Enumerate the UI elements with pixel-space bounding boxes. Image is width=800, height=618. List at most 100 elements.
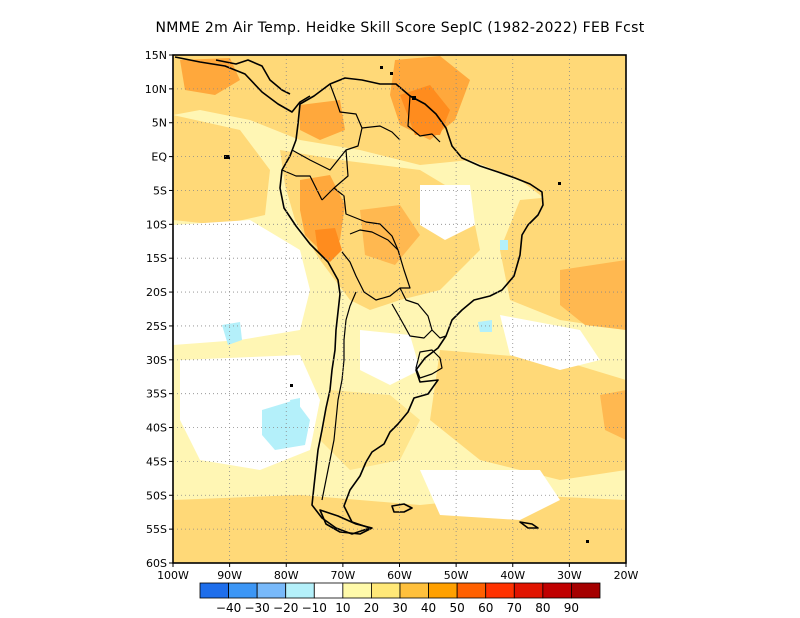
colorbar-label: 10: [335, 601, 350, 615]
colorbar-label: −20: [273, 601, 298, 615]
tierra-del-fuego: [319, 509, 373, 535]
colorbar-labels: −40 −30 −20 −10 10 20 30 40 50 60 70 80 90: [216, 601, 579, 615]
colorbar-swatch: [513, 582, 544, 599]
lat-tick-label: 35S: [146, 388, 167, 401]
colorbar-swatch: [199, 582, 229, 599]
lon-tick-label: 30W: [557, 569, 582, 582]
colorbar-swatch: [571, 582, 601, 599]
lat-tick-label: 25S: [146, 320, 167, 333]
border-guianas: [407, 95, 441, 143]
lon-tick-label: 90W: [217, 569, 242, 582]
lat-tick-label: 60S: [146, 557, 167, 570]
border-uruguay: [415, 349, 443, 379]
colorbar-swatch: [285, 582, 315, 599]
central-america-caribbean: [215, 59, 291, 95]
colorbar-swatch: [399, 582, 429, 599]
lat-tick-label: 15N: [145, 49, 167, 62]
blue-pacific-2: [222, 322, 242, 345]
border-peru-brazil: [333, 187, 399, 251]
colorbar-swatch: [371, 582, 401, 599]
shade-colombia-core: [300, 100, 345, 140]
colorbar-label: −10: [302, 601, 327, 615]
shade-south-atlantic: [430, 350, 626, 480]
shade-east-core: [560, 260, 626, 330]
lon-tick-label: 20W: [614, 569, 639, 582]
colorbar-swatch: [342, 582, 372, 599]
shade-nw-corner: [180, 58, 240, 95]
lat-tick-label: 30S: [146, 354, 167, 367]
lon-tick-label: 40W: [500, 569, 525, 582]
colorbar-label: 70: [507, 601, 522, 615]
colorbar: [199, 582, 601, 599]
border-ecuador: [281, 169, 323, 201]
colorbar-label: 80: [535, 601, 550, 615]
latitude-labels: 15N 10N 5N EQ 5S 10S 15S 20S 25S 30S 35S 40S 45S 50S 5…: [145, 49, 168, 570]
lat-tick-label: 55S: [146, 523, 167, 536]
border-colombia-venezuela: [329, 83, 363, 151]
lon-tick-label: 70W: [330, 569, 355, 582]
lat-tick-label: 10N: [145, 83, 167, 96]
falkland-islands: [391, 503, 413, 513]
lat-tick-label: 20S: [146, 286, 167, 299]
island-caribbean-1: [380, 66, 383, 69]
colorbar-swatch: [485, 582, 515, 599]
colorbar-swatch: [313, 582, 344, 599]
island-pacific-1: [290, 384, 293, 387]
white-south-atlantic: [500, 315, 600, 370]
central-america-coast: [174, 56, 311, 113]
colorbar-swatch: [542, 582, 572, 599]
colorbar-swatch: [456, 582, 487, 599]
colorbar-swatch: [228, 582, 258, 599]
border-bolivia: [341, 229, 411, 301]
island-galapagos: [224, 155, 230, 159]
colorbar-label: 30: [392, 601, 407, 615]
lon-tick-label: 50W: [444, 569, 469, 582]
blue-pacific-3: [290, 398, 300, 410]
islands: [224, 66, 589, 543]
gridlines: [173, 55, 626, 563]
lat-tick-label: 45S: [146, 455, 167, 468]
longitude-labels: 100W 90W 80W 70W 60W 50W 40W 30W 20W: [157, 569, 638, 582]
colorbar-label: 60: [478, 601, 493, 615]
skill-shading: [173, 55, 626, 563]
shade-atl-core: [600, 390, 626, 440]
lon-tick-label: 100W: [157, 569, 189, 582]
shade-patagonia: [320, 390, 420, 470]
lon-tick-label: 60W: [387, 569, 412, 582]
lat-tick-label: 5N: [152, 117, 167, 130]
colorbar-swatch: [428, 582, 458, 599]
lat-tick-label: 40S: [146, 422, 167, 435]
lon-tick-label: 80W: [274, 569, 299, 582]
south-georgia: [519, 521, 539, 529]
island-fernando: [558, 182, 561, 185]
colorbar-swatch: [256, 582, 287, 599]
lat-tick-label: 10S: [146, 218, 167, 231]
white-argentina: [360, 330, 420, 385]
border-venezuela-brazil: [361, 125, 401, 141]
colorbar-label: 20: [364, 601, 379, 615]
colorbar-label: −30: [244, 601, 269, 615]
shade-amazon-core: [360, 205, 420, 265]
axis-ticks: [169, 54, 627, 567]
lat-tick-label: 15S: [146, 252, 167, 265]
shade-peru-hot: [315, 228, 342, 262]
island-caribbean-2: [390, 72, 393, 75]
colorbar-label: −40: [216, 601, 241, 615]
blue-brazil-1: [500, 240, 508, 250]
colorbar-label: 40: [421, 601, 436, 615]
colorbar-label: 90: [564, 601, 579, 615]
island-south-1: [586, 540, 589, 543]
map-title: NMME 2m Air Temp. Heidke Skill Score Sep…: [155, 20, 645, 36]
white-eastern-pacific: [173, 220, 310, 345]
blue-pacific-1: [262, 400, 310, 450]
island-trinidad: [412, 96, 416, 100]
lat-tick-label: 50S: [146, 489, 167, 502]
country-borders: [281, 83, 447, 501]
shade-west-pacific: [173, 115, 270, 225]
lat-tick-label: EQ: [151, 151, 167, 164]
coastlines: [174, 56, 544, 535]
white-amazon: [420, 185, 475, 240]
colorbar-label: 50: [450, 601, 465, 615]
lat-tick-label: 5S: [153, 184, 167, 197]
